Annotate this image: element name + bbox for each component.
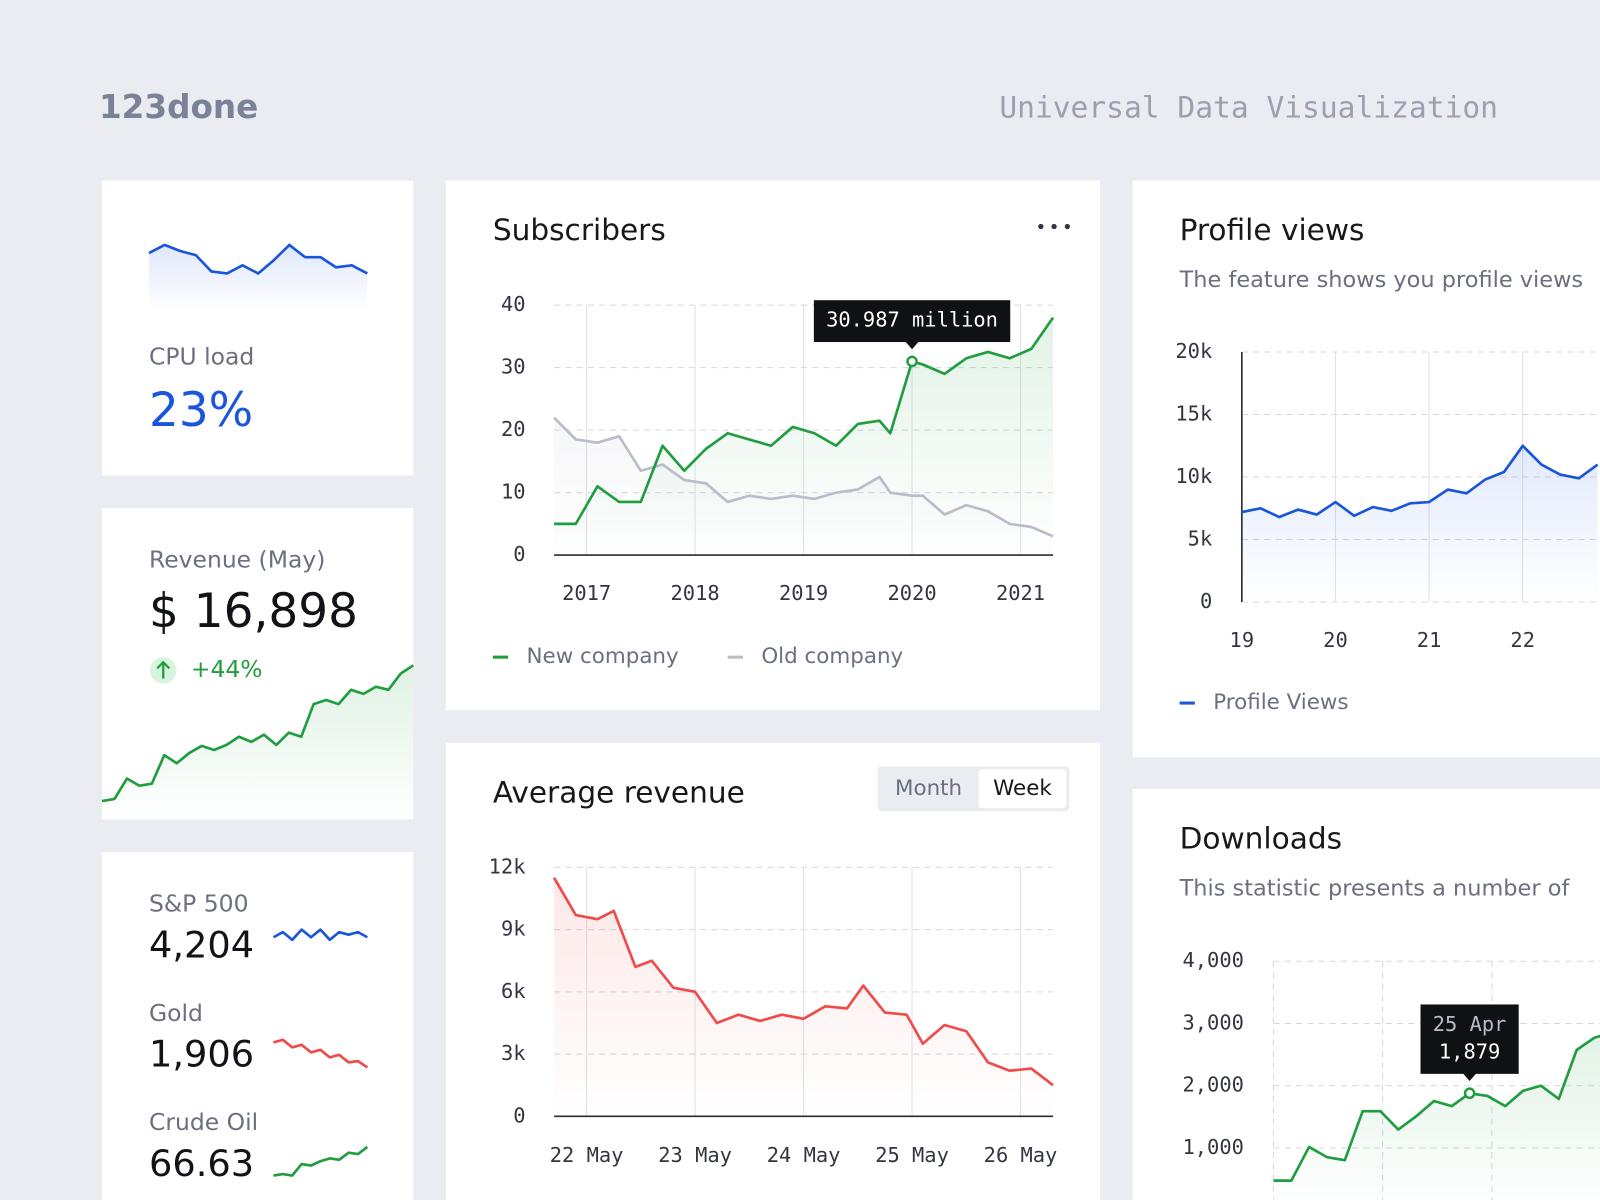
y-tick-label: 20k	[1175, 339, 1212, 363]
x-tick-label: 26 May	[984, 1143, 1058, 1167]
kpi-label: S&P 500	[149, 890, 249, 918]
y-tick-label: 12k	[489, 854, 526, 878]
y-tick-label: 1,000	[1182, 1135, 1243, 1159]
x-tick-label: 25 May	[875, 1143, 949, 1167]
kpi-value: 66.63	[149, 1142, 254, 1185]
card	[102, 180, 414, 476]
x-tick-label: 20	[1323, 628, 1348, 652]
tooltip-text: 25 Apr	[1433, 1012, 1507, 1036]
legend-label: New company	[527, 644, 679, 669]
y-tick-label: 20	[501, 417, 526, 441]
y-tick-label: 40	[501, 292, 526, 316]
y-tick-label: 10	[501, 480, 526, 504]
x-tick-label: 21	[1417, 628, 1442, 652]
tooltip	[813, 300, 1011, 343]
line	[553, 416, 1054, 538]
y-tick-label: 30	[501, 355, 526, 379]
x-tick-label: 24 May	[767, 1143, 841, 1167]
sparkline	[272, 928, 368, 942]
tooltip-text: 1,879	[1439, 1039, 1500, 1063]
kpi-value: 1,906	[149, 1033, 254, 1076]
dot	[1051, 223, 1057, 230]
tooltip	[1420, 1004, 1519, 1074]
sparkline	[273, 1038, 369, 1069]
x-tick-label: 22 May	[550, 1143, 624, 1167]
sparkline	[273, 1145, 369, 1177]
point	[906, 355, 918, 368]
sparkline	[148, 243, 368, 275]
kpi-value: 4,204	[149, 923, 254, 966]
kpi-change: +44%	[191, 655, 263, 683]
y-tick-label: 6k	[501, 979, 526, 1003]
logo[interactable]: 123done	[99, 88, 258, 126]
x-tick-label: 2021	[996, 581, 1045, 605]
card-title: Average revenue	[493, 775, 745, 809]
up-arrow	[156, 660, 171, 679]
card-title: Downloads	[1180, 821, 1342, 855]
dot	[1038, 223, 1044, 230]
card	[445, 742, 1101, 1200]
line	[1241, 444, 1599, 519]
kpi-label: CPU load	[149, 343, 254, 371]
area	[554, 417, 1054, 556]
card	[102, 852, 414, 1200]
y-tick-label: 0	[513, 1103, 525, 1127]
x-tick-label: 2018	[671, 581, 720, 605]
y-tick-label: 9k	[501, 917, 526, 941]
y-tick-label: 2,000	[1182, 1073, 1243, 1097]
legend-label: Old company	[761, 644, 903, 669]
card-title: Profile views	[1180, 213, 1365, 247]
kpi-label: Revenue (May)	[149, 546, 325, 574]
x-tick-label: 2020	[887, 581, 936, 605]
y-tick-label: 0	[1200, 589, 1212, 613]
tooltip-pointer	[1462, 1072, 1477, 1082]
line	[552, 877, 1054, 1087]
kpi-value: $ 16,898	[149, 584, 358, 639]
card-subtitle: This statistic presents a number of	[1179, 875, 1571, 901]
area	[1241, 445, 1598, 603]
tooltip-pointer	[904, 341, 920, 350]
toggle-option[interactable]: Month	[895, 776, 962, 801]
kpi-value: 23%	[149, 383, 253, 438]
x-tick-label: 22	[1510, 628, 1535, 652]
kpi-label: Crude Oil	[149, 1108, 258, 1136]
y-tick-label: 10k	[1175, 464, 1212, 488]
toggle-active	[978, 769, 1067, 809]
point	[1463, 1087, 1476, 1100]
area	[1273, 1036, 1600, 1200]
card-subtitle: The feature shows you profile views	[1179, 267, 1584, 293]
y-tick-label: 4,000	[1182, 948, 1243, 972]
sparkline	[101, 664, 414, 803]
card-title: Subscribers	[493, 213, 666, 247]
toggle-option[interactable]: Week	[993, 776, 1052, 801]
line	[1273, 1034, 1600, 1182]
dot	[1064, 223, 1070, 230]
page-title: Universal Data Visualization	[999, 91, 1498, 125]
sparkline-area	[148, 244, 368, 312]
more-menu[interactable]	[1038, 223, 1070, 230]
x-tick-label: 2017	[562, 581, 611, 605]
line	[554, 316, 1055, 526]
y-tick-label: 5k	[1188, 527, 1213, 551]
x-tick-label: 2019	[779, 581, 828, 605]
tooltip-text: 30.987 million	[826, 308, 998, 332]
area	[554, 877, 1054, 1117]
x-tick-label: 23 May	[658, 1143, 732, 1167]
y-tick-label: 3k	[501, 1041, 526, 1065]
x-tick-label: 19	[1230, 628, 1255, 652]
y-tick-label: 3,000	[1182, 1010, 1243, 1034]
y-tick-label: 15k	[1175, 402, 1212, 426]
y-tick-label: 0	[513, 542, 525, 566]
legend-label: Profile Views	[1213, 690, 1348, 715]
kpi-label: Gold	[149, 999, 203, 1027]
